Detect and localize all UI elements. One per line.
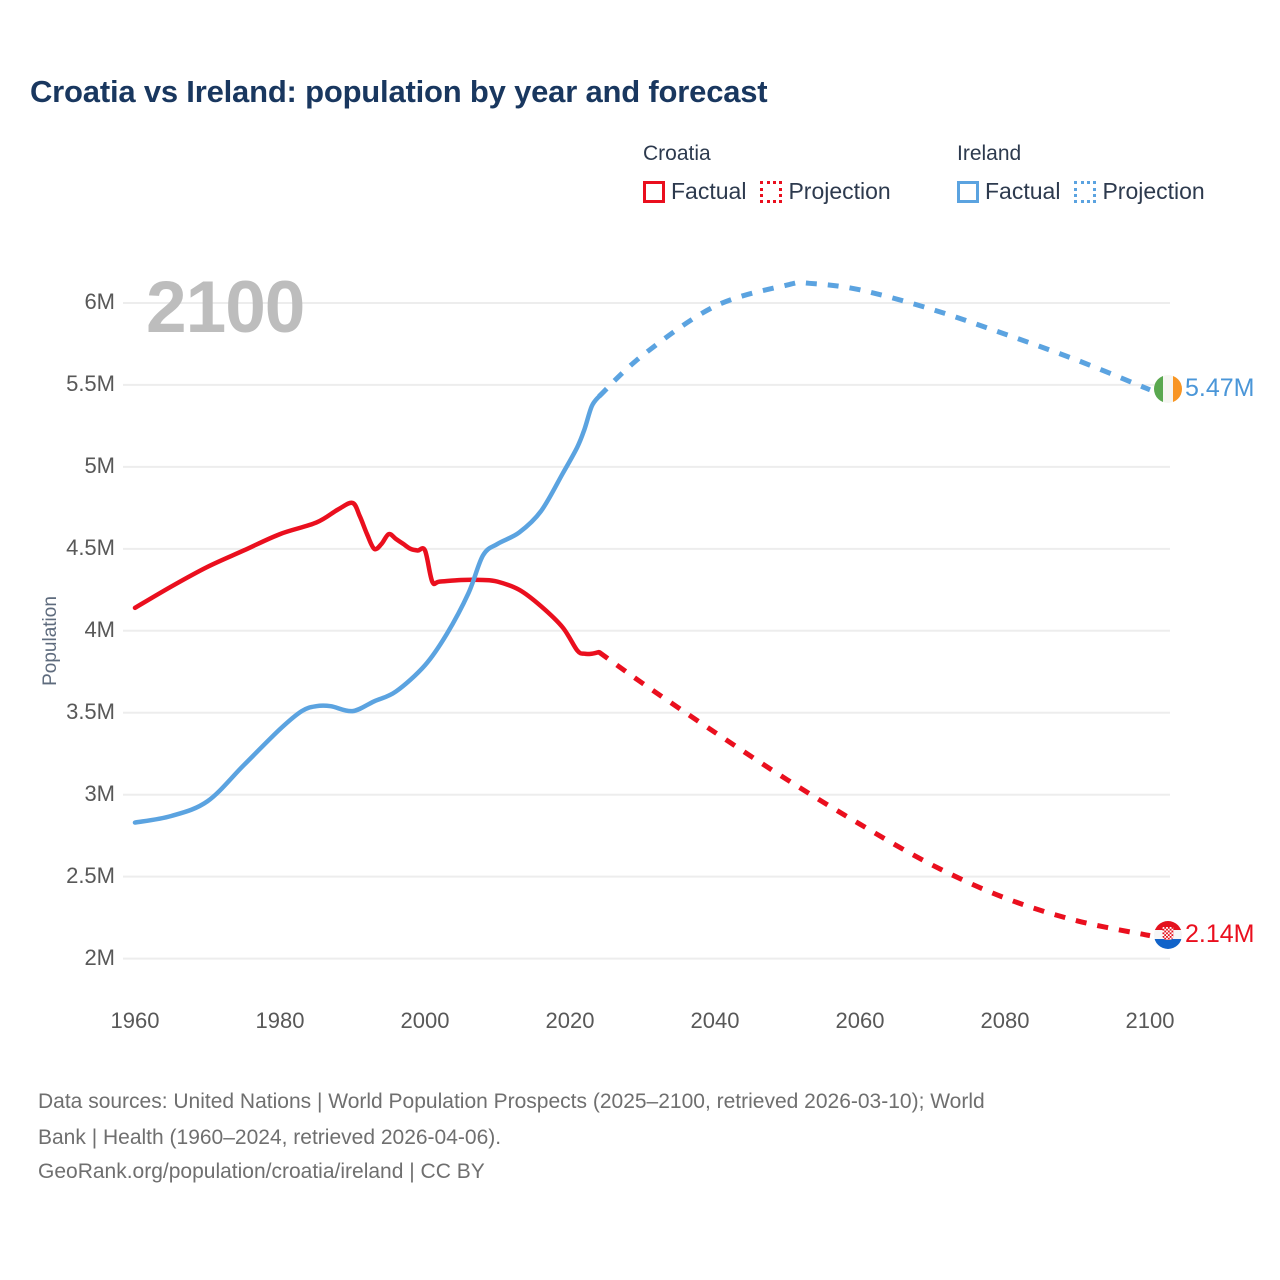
croatia-flag-icon	[1154, 920, 1182, 949]
legend-label-ireland-projection: Projection	[1102, 178, 1205, 204]
legend-swatch-dotted-icon	[1074, 180, 1097, 203]
y-tick-label: 5M	[84, 452, 115, 478]
legend-swatch-solid-icon	[957, 180, 979, 203]
y-tick-label: 2.5M	[66, 862, 115, 888]
footer-line-1: Data sources: United Nations | World Pop…	[38, 1090, 985, 1113]
y-tick-label: 4M	[84, 616, 115, 642]
legend-label-ireland-factual: Factual	[985, 178, 1061, 204]
footer-sources: Data sources: United Nations | World Pop…	[38, 1085, 1238, 1189]
year-watermark: 2100	[146, 267, 305, 348]
legend-country-ireland: Ireland	[957, 142, 1022, 165]
page-title: Croatia vs Ireland: population by year a…	[30, 74, 768, 109]
y-tick-label: 4.5M	[66, 534, 115, 560]
x-tick-label: 1980	[255, 1008, 305, 1033]
y-axis-title: Population	[40, 596, 61, 686]
legend-label-croatia-factual: Factual	[671, 178, 747, 204]
x-tick-label: 1960	[110, 1008, 160, 1033]
end-label-ireland: 5.47M	[1154, 374, 1255, 403]
legend-item-ireland-factual[interactable]: Factual	[957, 178, 1060, 205]
chart-legend: Croatia Factual Projection Ireland Factu…	[643, 142, 1263, 222]
series-line-ireland-factual	[132, 394, 602, 825]
series-lines	[132, 279, 1151, 939]
legend-country-croatia: Croatia	[643, 142, 711, 165]
legend-item-croatia-projection[interactable]: Projection	[760, 178, 891, 205]
x-tick-label: 2040	[690, 1008, 740, 1033]
y-tick-label: 2M	[84, 944, 115, 970]
x-tick-label: 2060	[835, 1008, 885, 1033]
end-value-croatia: 2.14M	[1185, 920, 1255, 949]
legend-group-croatia: Croatia Factual Projection	[643, 142, 891, 205]
ireland-flag-icon	[1154, 374, 1182, 403]
legend-swatch-dotted-icon	[760, 180, 783, 203]
x-tick-label: 2000	[400, 1008, 450, 1033]
end-label-croatia: 2.14M	[1154, 920, 1255, 949]
series-line-croatia-factual	[132, 500, 602, 657]
footer-line-2: Bank | Health (1960–2024, retrieved 2026…	[38, 1126, 502, 1149]
legend-label-croatia-projection: Projection	[788, 178, 891, 204]
series-line-ireland-projection	[597, 279, 1151, 399]
y-tick-label: 5.5M	[66, 370, 115, 396]
end-value-ireland: 5.47M	[1185, 374, 1255, 403]
y-tick-label: 6M	[84, 288, 115, 314]
legend-item-ireland-projection[interactable]: Projection	[1074, 178, 1205, 205]
legend-item-croatia-factual[interactable]: Factual	[643, 178, 746, 205]
footer-line-3: GeoRank.org/population/croatia/ireland |…	[38, 1160, 485, 1183]
x-tick-label: 2020	[545, 1008, 595, 1033]
y-tick-label: 3M	[84, 780, 115, 806]
legend-swatch-solid-icon	[643, 180, 665, 203]
x-tick-label: 2080	[980, 1008, 1030, 1033]
legend-group-ireland: Ireland Factual Projection	[957, 142, 1205, 205]
x-tick-label: 2100	[1125, 1008, 1175, 1033]
series-line-croatia-projection	[597, 650, 1151, 939]
gridlines	[123, 301, 1170, 960]
y-tick-label: 3.5M	[66, 698, 115, 724]
